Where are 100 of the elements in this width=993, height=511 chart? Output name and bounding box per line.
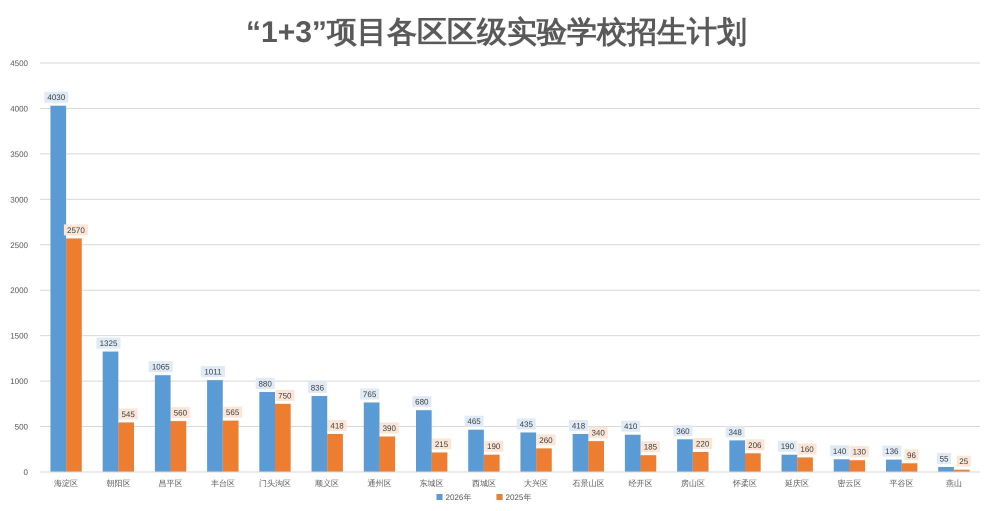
data-label: 55	[940, 454, 950, 464]
bar	[745, 453, 761, 472]
x-tick-label: 房山区	[680, 479, 705, 488]
x-tick-label: 大兴区	[524, 479, 548, 488]
data-label: 130	[852, 448, 866, 457]
x-tick-label: 怀柔区	[732, 479, 757, 488]
chart-title: “1+3”项目各区区级实验学校招生计划	[246, 15, 747, 49]
data-label: 185	[644, 442, 658, 452]
data-label: 2570	[67, 226, 86, 235]
bar	[327, 434, 343, 472]
data-label: 140	[832, 446, 847, 456]
data-label: 348	[728, 428, 742, 437]
x-tick-label: 平谷区	[890, 479, 914, 488]
data-label: 418	[572, 422, 586, 431]
x-tick-label: 燕山	[946, 479, 962, 488]
bar	[938, 467, 954, 472]
data-label: 465	[467, 417, 482, 426]
bar	[207, 380, 223, 472]
bar	[624, 434, 641, 472]
bar	[50, 106, 66, 472]
bar	[312, 396, 328, 472]
bar	[729, 440, 745, 472]
bar	[797, 457, 813, 472]
x-tick-label: 石景山区	[572, 479, 604, 488]
data-label: 215	[434, 440, 449, 449]
data-label: 390	[382, 424, 396, 434]
bar	[484, 454, 500, 472]
data-label: 836	[310, 384, 325, 393]
x-tick-label: 密云区	[837, 479, 862, 488]
bar	[588, 441, 604, 472]
x-tick-label: 海淀区	[54, 479, 78, 488]
y-tick-label: 0	[24, 468, 29, 477]
bar	[154, 375, 171, 472]
y-tick-label: 1500	[10, 332, 29, 341]
bar	[259, 392, 275, 472]
bar	[677, 439, 693, 472]
y-tick-label: 3500	[10, 150, 29, 159]
data-label: 750	[278, 391, 292, 400]
data-label: 220	[696, 440, 710, 449]
data-label: 1325	[100, 339, 118, 348]
data-label: 340	[591, 428, 606, 438]
bar	[572, 434, 588, 472]
bar	[379, 436, 396, 472]
data-label: 680	[415, 398, 430, 407]
bar	[118, 422, 134, 472]
x-tick-label: 通州区	[367, 479, 392, 488]
bar	[536, 448, 552, 472]
bar	[275, 404, 291, 472]
y-tick-label: 4500	[10, 59, 29, 68]
bar	[432, 452, 448, 472]
x-tick-label: 西城区	[472, 479, 496, 488]
bar	[364, 402, 380, 472]
data-label: 880	[258, 380, 272, 389]
bar	[170, 421, 186, 472]
data-label: 25	[959, 457, 969, 466]
bar	[782, 454, 798, 472]
bar	[692, 452, 708, 472]
data-label: 260	[539, 436, 554, 445]
x-tick-label: 延庆区	[784, 479, 810, 488]
data-label: 765	[362, 390, 377, 399]
x-tick-label: 朝阳区	[106, 479, 130, 488]
y-tick-label: 2000	[10, 286, 29, 296]
y-tick-label: 2500	[10, 240, 29, 250]
data-label: 560	[174, 408, 188, 418]
data-label: 96	[907, 450, 916, 460]
data-label: 1011	[204, 368, 222, 377]
legend-label: 2026年	[446, 493, 472, 502]
y-tick-label: 1000	[10, 377, 29, 386]
bar	[886, 460, 902, 472]
data-label: 136	[885, 447, 900, 456]
bar	[520, 432, 536, 472]
data-label: 360	[676, 426, 690, 436]
data-label: 190	[487, 442, 501, 452]
bar	[849, 460, 866, 472]
bar	[416, 410, 432, 472]
data-label: 435	[520, 420, 534, 429]
data-label: 160	[800, 444, 814, 454]
data-label: 190	[780, 442, 795, 452]
bar	[902, 463, 918, 472]
data-label: 1065	[152, 362, 170, 372]
data-label: 410	[624, 422, 638, 432]
data-label: 418	[330, 422, 344, 431]
data-label: 4030	[47, 93, 66, 102]
bar	[640, 455, 656, 472]
y-tick-label: 3000	[10, 195, 29, 204]
bar	[102, 352, 118, 472]
data-label: 565	[226, 408, 240, 418]
legend-label: 2025年	[506, 493, 532, 502]
data-label: 206	[748, 440, 762, 450]
bar	[834, 459, 850, 472]
x-tick-label: 门头沟区	[259, 479, 291, 488]
x-tick-label: 东城区	[420, 479, 444, 488]
x-tick-label: 顺义区	[315, 479, 340, 488]
x-tick-label: 经开区	[628, 479, 653, 488]
data-label: 545	[121, 410, 136, 419]
y-tick-label: 500	[14, 422, 29, 432]
x-tick-label: 丰台区	[210, 479, 235, 488]
bar	[468, 430, 484, 472]
y-tick-label: 4000	[10, 104, 29, 114]
x-tick-label: 昌平区	[158, 479, 183, 488]
